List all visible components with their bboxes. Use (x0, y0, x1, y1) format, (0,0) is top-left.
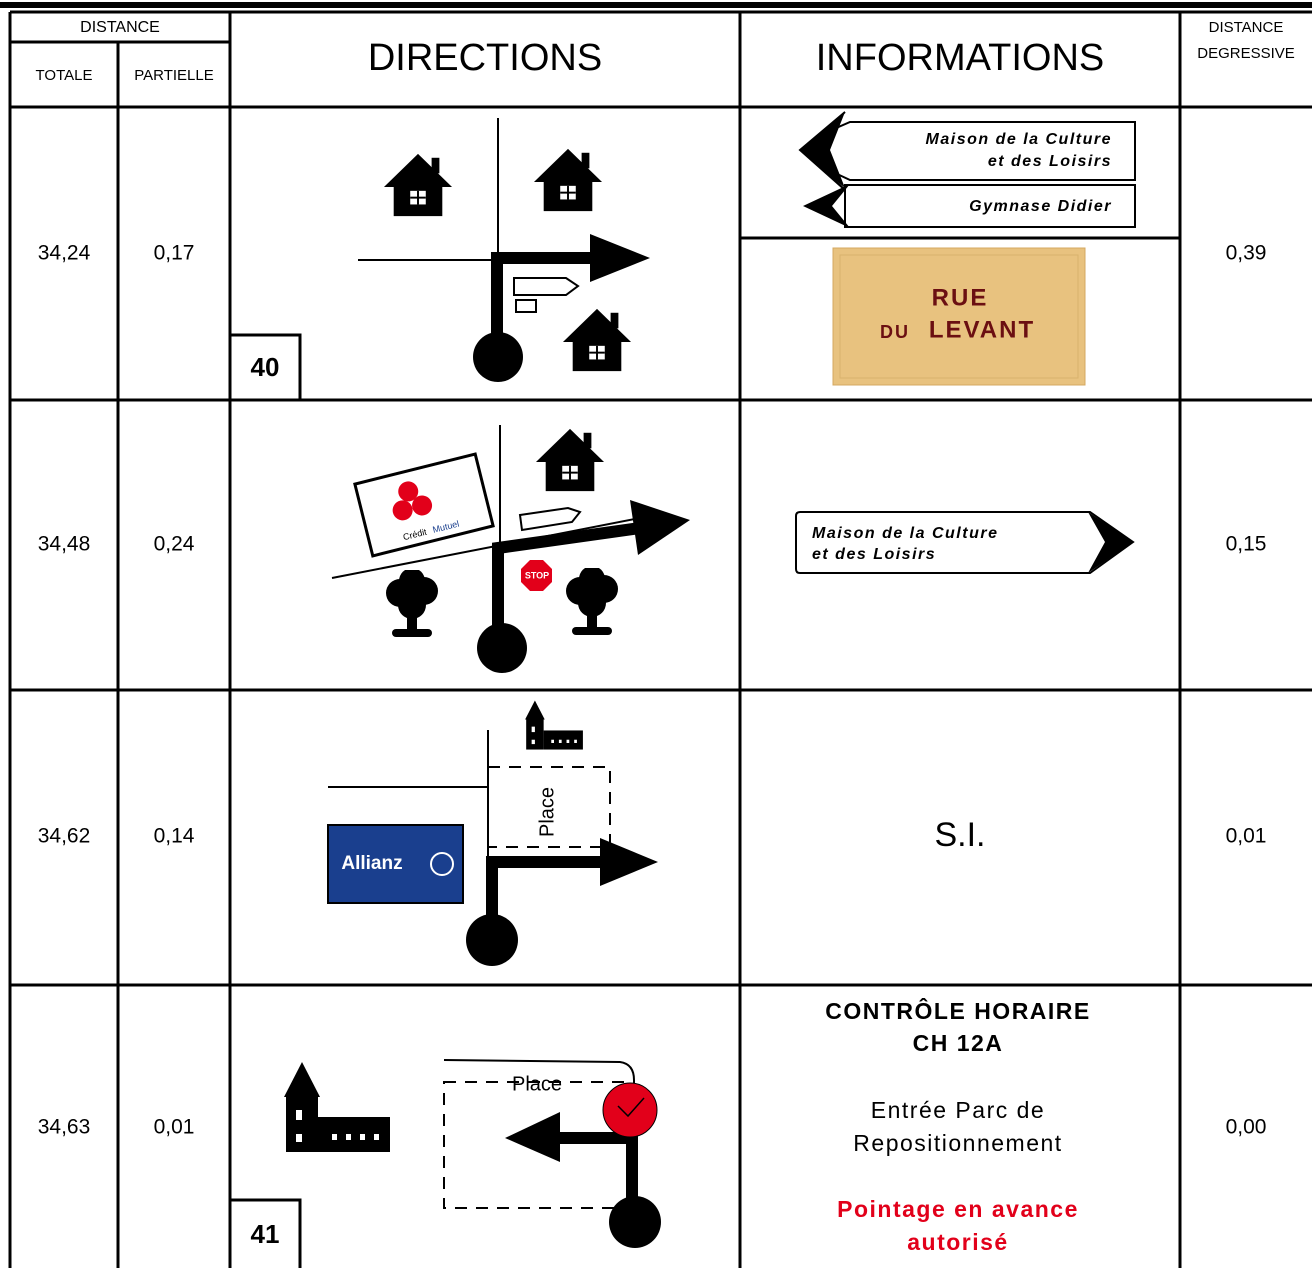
stop-sign: STOP (525, 570, 549, 580)
distance-partielle: 0,01 (154, 1116, 195, 1139)
header-directions: DIRECTIONS (368, 37, 602, 79)
info-text: S.I. (934, 816, 985, 854)
diagram-1 (358, 118, 650, 382)
info-text: Repositionnement (853, 1130, 1062, 1156)
distance-degressive: 0,01 (1226, 825, 1267, 848)
distance-totale: 34,62 (38, 825, 91, 848)
info-title: CONTRÔLE HORAIRE (825, 997, 1091, 1024)
info-text: Entrée Parc de (871, 1097, 1045, 1123)
case-number: 41 (251, 1219, 280, 1249)
direction-sign: Gymnase Didier (803, 184, 1136, 228)
case-number: 40 (251, 352, 280, 382)
distance-totale: 34,24 (38, 242, 91, 265)
plaque-text: DU (880, 322, 910, 342)
info-note: autorisé (907, 1229, 1008, 1255)
sign-text: et des Loisirs (988, 153, 1112, 170)
distance-degressive: 0,00 (1226, 1116, 1267, 1139)
header-informations: INFORMATIONS (816, 37, 1105, 79)
distance-degressive: 0,39 (1226, 242, 1267, 265)
place-label: Place (512, 1073, 562, 1095)
street-plaque: RUE DU LEVANT (832, 247, 1086, 386)
diagram-2: Crédit Mutuel STOP (331, 425, 690, 673)
header-degressive: DEGRESSIVE (1197, 45, 1295, 62)
distance-degressive: 0,15 (1226, 533, 1267, 556)
direction-sign: Maison de la Culture et des Loisirs (798, 111, 1136, 191)
sign-text: et des Loisirs (812, 546, 936, 563)
distance-partielle: 0,14 (154, 825, 195, 848)
diagram-3: Place Allianz (327, 700, 658, 966)
sign-text: Maison de la Culture (926, 131, 1112, 148)
header-distance: DISTANCE (80, 19, 160, 36)
diagram-4: Place (284, 1059, 661, 1248)
header-degressive: DISTANCE (1209, 19, 1284, 36)
direction-sign: Maison de la Culture et des Loisirs (795, 511, 1135, 574)
logo-text: Allianz (341, 853, 402, 874)
distance-totale: 34,48 (38, 533, 91, 556)
table-grid (8, 10, 1312, 1268)
sign-text: Maison de la Culture (812, 525, 998, 542)
sign-text: Gymnase Didier (969, 198, 1112, 215)
distance-partielle: 0,24 (154, 533, 195, 556)
top-bar (0, 2, 1312, 8)
place-label: Place (536, 787, 558, 837)
header-partielle: PARTIELLE (134, 67, 213, 84)
plaque-text: RUE (932, 284, 989, 311)
header-totale: TOTALE (36, 67, 93, 84)
info-note: Pointage en avance (837, 1196, 1079, 1222)
info-title: CH 12A (913, 1030, 1004, 1056)
plaque-text: LEVANT (929, 316, 1035, 343)
distance-totale: 34,63 (38, 1116, 91, 1139)
distance-partielle: 0,17 (154, 242, 195, 265)
